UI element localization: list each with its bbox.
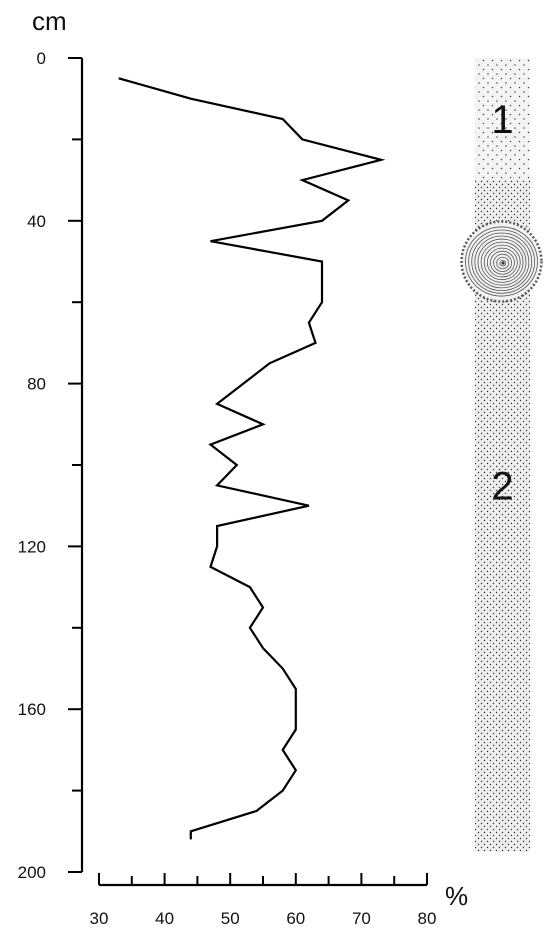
y-axis: 0 40 80 120 160 200 cm bbox=[18, 6, 82, 882]
y-tick-label: 120 bbox=[18, 537, 46, 556]
y-axis-ticks: 0 40 80 120 160 200 bbox=[18, 49, 82, 882]
lithology-zone-label: 2 bbox=[491, 464, 513, 508]
y-tick-label: 200 bbox=[18, 863, 46, 882]
y-axis-unit-label: cm bbox=[32, 6, 67, 36]
y-tick-label: 80 bbox=[27, 375, 46, 394]
x-tick-label: 60 bbox=[286, 909, 305, 928]
series-line-1 bbox=[119, 78, 381, 839]
x-axis-unit-label: % bbox=[445, 881, 468, 911]
lithology-zone-label: 1 bbox=[491, 98, 513, 142]
concretion-symbol bbox=[462, 222, 542, 302]
x-axis: 30 40 50 60 70 80 % bbox=[90, 873, 469, 928]
x-tick-label: 50 bbox=[221, 909, 240, 928]
y-tick-label: 0 bbox=[37, 49, 46, 68]
x-tick-label: 80 bbox=[418, 909, 437, 928]
series-layer bbox=[119, 78, 381, 839]
x-tick-label: 30 bbox=[90, 909, 109, 928]
lithology-column: 12 bbox=[462, 58, 542, 852]
x-tick-label: 70 bbox=[352, 909, 371, 928]
y-tick-label: 40 bbox=[27, 212, 46, 231]
y-tick-label: 160 bbox=[18, 700, 46, 719]
x-axis-ticks: 30 40 50 60 70 80 bbox=[90, 873, 437, 928]
x-tick-label: 40 bbox=[155, 909, 174, 928]
